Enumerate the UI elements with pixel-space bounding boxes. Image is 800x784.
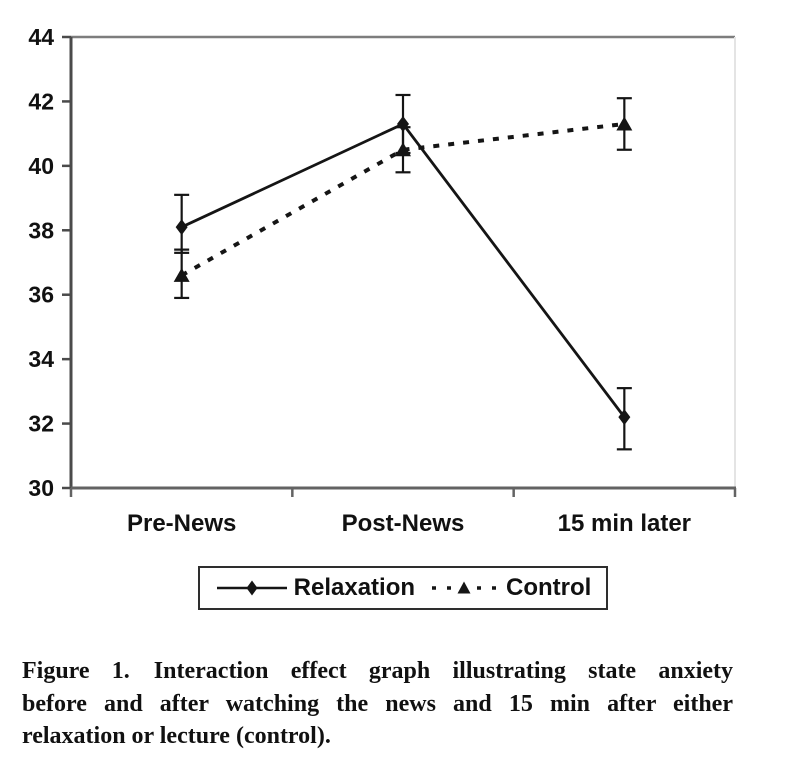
control-dotted-line-sample bbox=[432, 581, 498, 594]
relaxation-diamond-marker bbox=[618, 409, 631, 426]
y-tick-label: 44 bbox=[28, 24, 54, 50]
figure-caption-line: before and after watching the news and 1… bbox=[22, 690, 733, 717]
control-triangle-marker bbox=[173, 267, 190, 282]
relaxation-solid-line-sample bbox=[216, 580, 287, 596]
y-tick-label: 40 bbox=[28, 153, 54, 179]
state-anxiety-line-chart: 30 32 34 36 38 40 42 44 Pre-News Post-News 15 min … bbox=[28, 24, 737, 537]
chart-legend: Relaxation Control bbox=[198, 566, 608, 610]
y-tick-label: 36 bbox=[28, 282, 54, 308]
relaxation-diamond-marker bbox=[397, 115, 409, 132]
figure-caption-line: Figure 1. Interaction effect graph illus… bbox=[22, 658, 733, 684]
control-triangle-marker bbox=[616, 116, 633, 131]
x-category-label: Post-News bbox=[342, 510, 465, 537]
legend-label-control: Control bbox=[506, 574, 592, 601]
y-tick-label: 38 bbox=[28, 217, 54, 243]
legend-item-relaxation: Relaxation bbox=[215, 574, 415, 602]
x-category-label: 15 min later bbox=[558, 510, 691, 537]
control-triangle-marker bbox=[395, 142, 411, 157]
legend-item-control: Control bbox=[427, 574, 591, 602]
figure-caption: Figure 1. Interaction effect graph illus… bbox=[22, 655, 733, 753]
diamond-marker-icon bbox=[246, 580, 258, 596]
relaxation-diamond-marker bbox=[175, 219, 188, 236]
y-tick-label: 42 bbox=[28, 88, 54, 114]
legend-label-relaxation: Relaxation bbox=[293, 574, 416, 601]
figure-caption-line: relaxation or lecture (control). bbox=[22, 723, 331, 749]
y-tick-label: 34 bbox=[28, 346, 54, 372]
x-category-label: Pre-News bbox=[127, 510, 236, 537]
triangle-marker-icon bbox=[457, 581, 471, 594]
y-tick-label: 30 bbox=[28, 475, 54, 501]
y-tick-label: 32 bbox=[28, 411, 54, 437]
